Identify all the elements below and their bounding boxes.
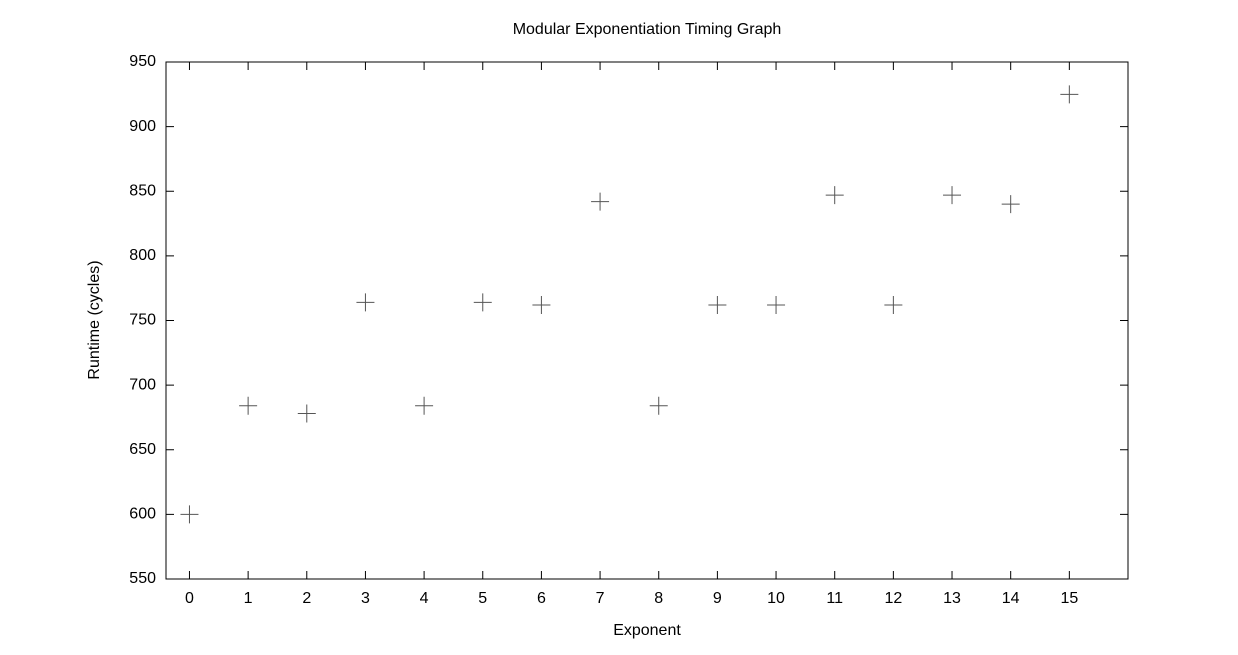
y-tick-label: 650 [129,441,156,458]
x-tick-label: 2 [302,590,311,607]
point [825,186,844,205]
point [532,295,551,314]
point [473,293,492,312]
y-tick-label: 800 [129,247,156,264]
point [356,293,375,312]
point [649,396,668,415]
point [767,295,786,314]
point [591,192,610,211]
point [415,396,434,415]
point [884,295,903,314]
y-tick-label: 900 [129,118,156,135]
x-tick-label: 1 [244,590,253,607]
x-tick-label: 3 [361,590,370,607]
y-tick-label: 750 [129,312,156,329]
x-tick-label: 12 [884,590,902,607]
point [708,295,727,314]
plot-frame [165,61,1129,580]
y-tick-label: 600 [129,506,156,523]
point [943,186,962,205]
y-tick-label: 850 [129,182,156,199]
point [239,396,258,415]
x-tick-label: 10 [767,590,785,607]
y-tick-label: 700 [129,376,156,393]
chart-title: Modular Exponentiation Timing Graph [513,21,782,38]
x-tick-label: 14 [1002,590,1020,607]
point [297,404,316,423]
x-axis-label: Exponent [613,622,681,639]
x-tick-label: 8 [654,590,663,607]
x-tick-label: 9 [713,590,722,607]
x-tick-label: 6 [537,590,546,607]
x-tick-label: 0 [185,590,194,607]
point [1060,85,1079,104]
point [1001,195,1020,214]
x-tick-label: 4 [420,590,429,607]
x-tick-label: 13 [943,590,961,607]
y-tick-label: 950 [129,53,156,70]
x-tick-label: 5 [478,590,487,607]
x-tick-label: 7 [596,590,605,607]
point [180,505,199,524]
x-tick-label: 15 [1060,590,1078,607]
y-axis-label: Runtime (cycles) [86,260,103,379]
y-tick-label: 550 [129,570,156,587]
x-tick-label: 11 [826,590,843,607]
